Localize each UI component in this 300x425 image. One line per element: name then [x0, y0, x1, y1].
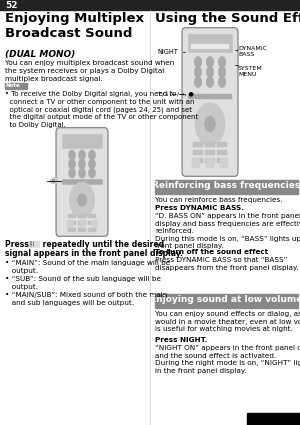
Circle shape	[78, 168, 85, 178]
FancyBboxPatch shape	[56, 128, 108, 236]
Bar	[78, 214, 86, 218]
Bar	[78, 221, 86, 225]
Text: ↑/↓/←/→, ●: ↑/↓/←/→, ●	[157, 91, 194, 96]
Text: Using the Sound Effect: Using the Sound Effect	[155, 12, 300, 25]
Bar	[217, 150, 227, 155]
Text: signal appears in the front panel display.: signal appears in the front panel displa…	[5, 249, 183, 258]
Circle shape	[88, 150, 96, 160]
Text: Press DYNAMIC BASS so that “BASS”
disappears from the front panel display.: Press DYNAMIC BASS so that “BASS” disapp…	[155, 257, 298, 271]
Bar	[91, 220, 97, 228]
Bar	[78, 228, 86, 232]
Circle shape	[68, 168, 76, 178]
Bar	[193, 142, 203, 147]
Text: Press NIGHT.: Press NIGHT.	[155, 337, 207, 343]
Bar	[155, 294, 298, 308]
Text: |||: |||	[52, 178, 56, 182]
Bar	[193, 150, 203, 155]
Bar	[206, 158, 214, 168]
Circle shape	[68, 159, 76, 169]
Text: SYSTEM
MENU: SYSTEM MENU	[238, 66, 263, 77]
Bar	[68, 214, 76, 218]
Bar	[217, 142, 227, 147]
Text: • To receive the Dolby Digital signal, you need to
  connect a TV or other compo: • To receive the Dolby Digital signal, y…	[5, 91, 198, 128]
Text: Reinforcing bass frequencies: Reinforcing bass frequencies	[152, 181, 300, 190]
Bar	[79, 220, 85, 228]
Circle shape	[206, 57, 214, 68]
Circle shape	[88, 159, 96, 169]
Bar	[26, 241, 39, 247]
Text: (DUAL MONO): (DUAL MONO)	[5, 50, 75, 59]
Circle shape	[77, 194, 86, 207]
Circle shape	[78, 150, 85, 160]
Text: Press DYNAMIC BASS.: Press DYNAMIC BASS.	[155, 205, 244, 211]
Text: repeatedly until the desired: repeatedly until the desired	[40, 240, 164, 249]
Text: • “SUB”: Sound of the sub language will be
   output.: • “SUB”: Sound of the sub language will …	[5, 276, 161, 289]
Bar	[188, 34, 232, 52]
Text: Enjoying sound at low volume: Enjoying sound at low volume	[150, 295, 300, 304]
Text: “D. BASS ON” appears in the front panel
display and bass frequencies are effecti: “D. BASS ON” appears in the front panel …	[155, 213, 300, 249]
Circle shape	[206, 76, 214, 88]
Bar	[217, 158, 227, 163]
Bar	[5, 83, 27, 89]
Circle shape	[218, 76, 226, 88]
Bar	[247, 413, 300, 425]
Circle shape	[68, 150, 76, 160]
Text: Note: Note	[6, 83, 21, 88]
Circle shape	[194, 76, 202, 88]
Bar	[62, 179, 102, 184]
Bar	[67, 220, 73, 228]
Bar	[0, 0, 300, 10]
Circle shape	[218, 66, 226, 77]
Circle shape	[88, 168, 96, 178]
Text: You can enjoy sound effects or dialog, as you
would in a movie theater, even at : You can enjoy sound effects or dialog, a…	[155, 311, 300, 332]
Bar	[191, 44, 229, 49]
Bar	[88, 228, 96, 232]
Ellipse shape	[50, 178, 58, 184]
Circle shape	[195, 103, 225, 145]
Circle shape	[194, 66, 202, 77]
Text: Press: Press	[5, 240, 32, 249]
FancyBboxPatch shape	[182, 28, 238, 176]
Text: DYNAMIC
BASS: DYNAMIC BASS	[238, 46, 267, 57]
Bar	[193, 158, 203, 163]
Circle shape	[218, 57, 226, 68]
Text: “NIGHT ON” appears in the front panel display
and the sound effect is activated.: “NIGHT ON” appears in the front panel di…	[155, 345, 300, 374]
Circle shape	[194, 57, 202, 68]
Bar	[192, 158, 200, 168]
Bar	[188, 94, 232, 99]
Bar	[205, 158, 215, 163]
Text: You can reinforce bass frequencies.: You can reinforce bass frequencies.	[155, 197, 283, 203]
Bar	[155, 180, 298, 194]
Circle shape	[205, 116, 215, 132]
Text: • “MAIN”: Sound of the main language will be
   output.: • “MAIN”: Sound of the main language wil…	[5, 260, 170, 274]
Bar	[68, 228, 76, 232]
Bar	[205, 150, 215, 155]
Circle shape	[78, 159, 85, 169]
Bar	[68, 221, 76, 225]
Bar	[220, 158, 228, 168]
Text: |||: |||	[29, 241, 34, 246]
Circle shape	[206, 66, 214, 77]
Text: 52: 52	[5, 1, 17, 10]
Text: • “MAIN/SUB”: Mixed sound of both the main
   and sub languages will be output.: • “MAIN/SUB”: Mixed sound of both the ma…	[5, 292, 167, 306]
Text: To turn off the sound effect: To turn off the sound effect	[155, 249, 268, 255]
Circle shape	[69, 182, 94, 218]
Text: Enjoying Multiplex
Broadcast Sound: Enjoying Multiplex Broadcast Sound	[5, 12, 144, 40]
Bar	[62, 134, 102, 148]
Text: You can enjoy multiplex broadcast sound when
the system receives or plays a Dolb: You can enjoy multiplex broadcast sound …	[5, 60, 174, 82]
Bar	[88, 214, 96, 218]
Bar	[205, 142, 215, 147]
Text: NIGHT: NIGHT	[157, 49, 178, 55]
Bar	[88, 221, 96, 225]
